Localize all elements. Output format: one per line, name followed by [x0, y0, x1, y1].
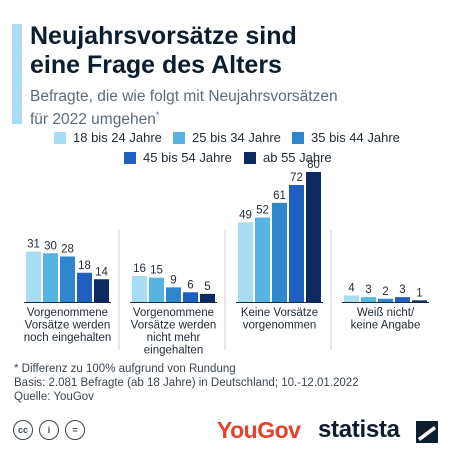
data-label-4-3: 2 [382, 286, 388, 298]
bar-2-4 [183, 292, 198, 302]
yougov-logo[interactable]: YouGov [217, 417, 301, 443]
data-label-3-2: 52 [256, 205, 269, 217]
data-label-3-5: 80 [307, 160, 320, 171]
cc-icon[interactable]: cc [13, 420, 33, 440]
category-label-2-line-3: nicht mehr [147, 332, 201, 344]
legend-label-35-44: 35 bis 44 Jahre [311, 130, 400, 145]
footer: cc i = YouGov statista [0, 412, 453, 453]
data-label-3-1: 49 [239, 209, 252, 221]
category-label-2-line-4: eingehalten [144, 345, 203, 357]
title-accent-bar [12, 24, 22, 124]
legend-swatch-18-24 [54, 131, 66, 144]
legend-label-ab-55: ab 55 Jahre [263, 150, 332, 165]
legend-item-18-24: 18 bis 24 Jahre [54, 130, 162, 145]
statista-logo-mark-icon [416, 421, 438, 443]
data-label-1-4: 18 [78, 260, 91, 272]
chart-subtitle: Befragte, die wie folgt mit Neujahrsvors… [30, 87, 440, 129]
bar-4-5 [412, 300, 427, 302]
data-label-4-4: 3 [399, 284, 405, 296]
category-label-1-line-3: noch eingehalten [24, 332, 112, 344]
bar-1-1 [26, 251, 41, 302]
legend-item-25-34: 25 bis 34 Jahre [173, 130, 281, 145]
bar-3-5 [306, 172, 321, 302]
data-label-3-4: 72 [290, 172, 303, 184]
data-label-2-3: 9 [170, 274, 176, 286]
legend-item-45-54: 45 bis 54 Jahre [124, 150, 232, 165]
category-label-2-line-2: Vorsätze werden [131, 320, 217, 332]
subtitle-footnote-mark: * [155, 110, 160, 120]
data-label-4-2: 3 [365, 284, 371, 296]
footnote-basis: Basis: 2.081 Befragte (ab 18 Jahre) in D… [14, 377, 359, 389]
category-label-2-line-1: Vorgenommene [133, 307, 214, 319]
legend-swatch-35-44 [292, 131, 304, 144]
legend-item-ab-55: ab 55 Jahre [244, 150, 332, 165]
bar-4-2 [361, 297, 376, 302]
legend-row-1: 18 bis 24 Jahre 25 bis 34 Jahre 35 bis 4… [0, 130, 453, 146]
data-label-1-1: 31 [27, 239, 40, 251]
legend-swatch-45-54 [124, 151, 136, 164]
category-label-4-line-1: Weiß nicht/ [357, 307, 415, 319]
category-label-4-line-2: keine Angabe [351, 320, 421, 332]
category-label-1-line-2: Vorsätze werden [25, 320, 111, 332]
legend-swatch-25-34 [173, 131, 185, 144]
statista-logo[interactable]: statista [318, 416, 400, 443]
legend-row-2: 45 bis 54 Jahre ab 55 Jahre [0, 150, 453, 166]
category-label-3-line-1: Keine Vorsätze [241, 307, 318, 319]
bar-3-1 [238, 222, 253, 302]
data-label-3-3: 61 [273, 190, 286, 202]
subtitle-line-2: für 2022 umgehen [30, 111, 156, 129]
bar-1-5 [94, 279, 109, 302]
by-icon[interactable]: i [39, 420, 59, 440]
legend-label-18-24: 18 bis 24 Jahre [73, 130, 162, 145]
bar-3-3 [272, 202, 287, 302]
data-label-1-3: 28 [61, 244, 74, 256]
subtitle-line-1: Befragte, die wie folgt mit Neujahrsvors… [30, 88, 338, 105]
chart-title: Neujahrsvorsätze sind eine Frage des Alt… [30, 22, 440, 80]
footnote-rounding: * Differenz zu 100% aufgrund von Rundung [14, 363, 236, 375]
data-label-4-1: 4 [348, 283, 355, 295]
data-label-2-5: 5 [204, 281, 210, 293]
bar-2-2 [149, 277, 164, 302]
legend-item-35-44: 35 bis 44 Jahre [292, 130, 400, 145]
bar-1-4 [77, 272, 92, 302]
bar-4-1 [344, 295, 359, 302]
bar-2-3 [166, 287, 181, 302]
legend-swatch-ab-55 [244, 151, 256, 164]
bar-2-5 [200, 293, 215, 302]
chart-title-line-1: Neujahrsvorsätze sind [30, 22, 297, 50]
legend-label-45-54: 45 bis 54 Jahre [143, 150, 232, 165]
bar-3-4 [289, 185, 304, 302]
bar-2-1 [132, 276, 147, 302]
data-label-1-5: 14 [95, 266, 108, 278]
data-label-4-5: 1 [416, 287, 422, 299]
bar-3-2 [255, 217, 270, 302]
chart-title-line-2: eine Frage des Alters [30, 51, 282, 79]
nd-icon[interactable]: = [65, 420, 85, 440]
data-label-2-2: 15 [150, 265, 163, 277]
footnote-source: Quelle: YouGov [14, 391, 94, 403]
bar-1-2 [43, 253, 58, 302]
legend-label-25-34: 25 bis 34 Jahre [192, 130, 281, 145]
data-label-1-2: 30 [44, 240, 57, 252]
bar-4-4 [395, 297, 410, 302]
category-label-1-line-1: Vorgenommene [27, 307, 108, 319]
bar-4-3 [378, 298, 393, 302]
data-label-2-1: 16 [133, 263, 146, 275]
bar-1-3 [60, 256, 75, 302]
data-label-2-4: 6 [187, 279, 193, 291]
category-label-3-line-2: vorgenommen [243, 320, 317, 332]
